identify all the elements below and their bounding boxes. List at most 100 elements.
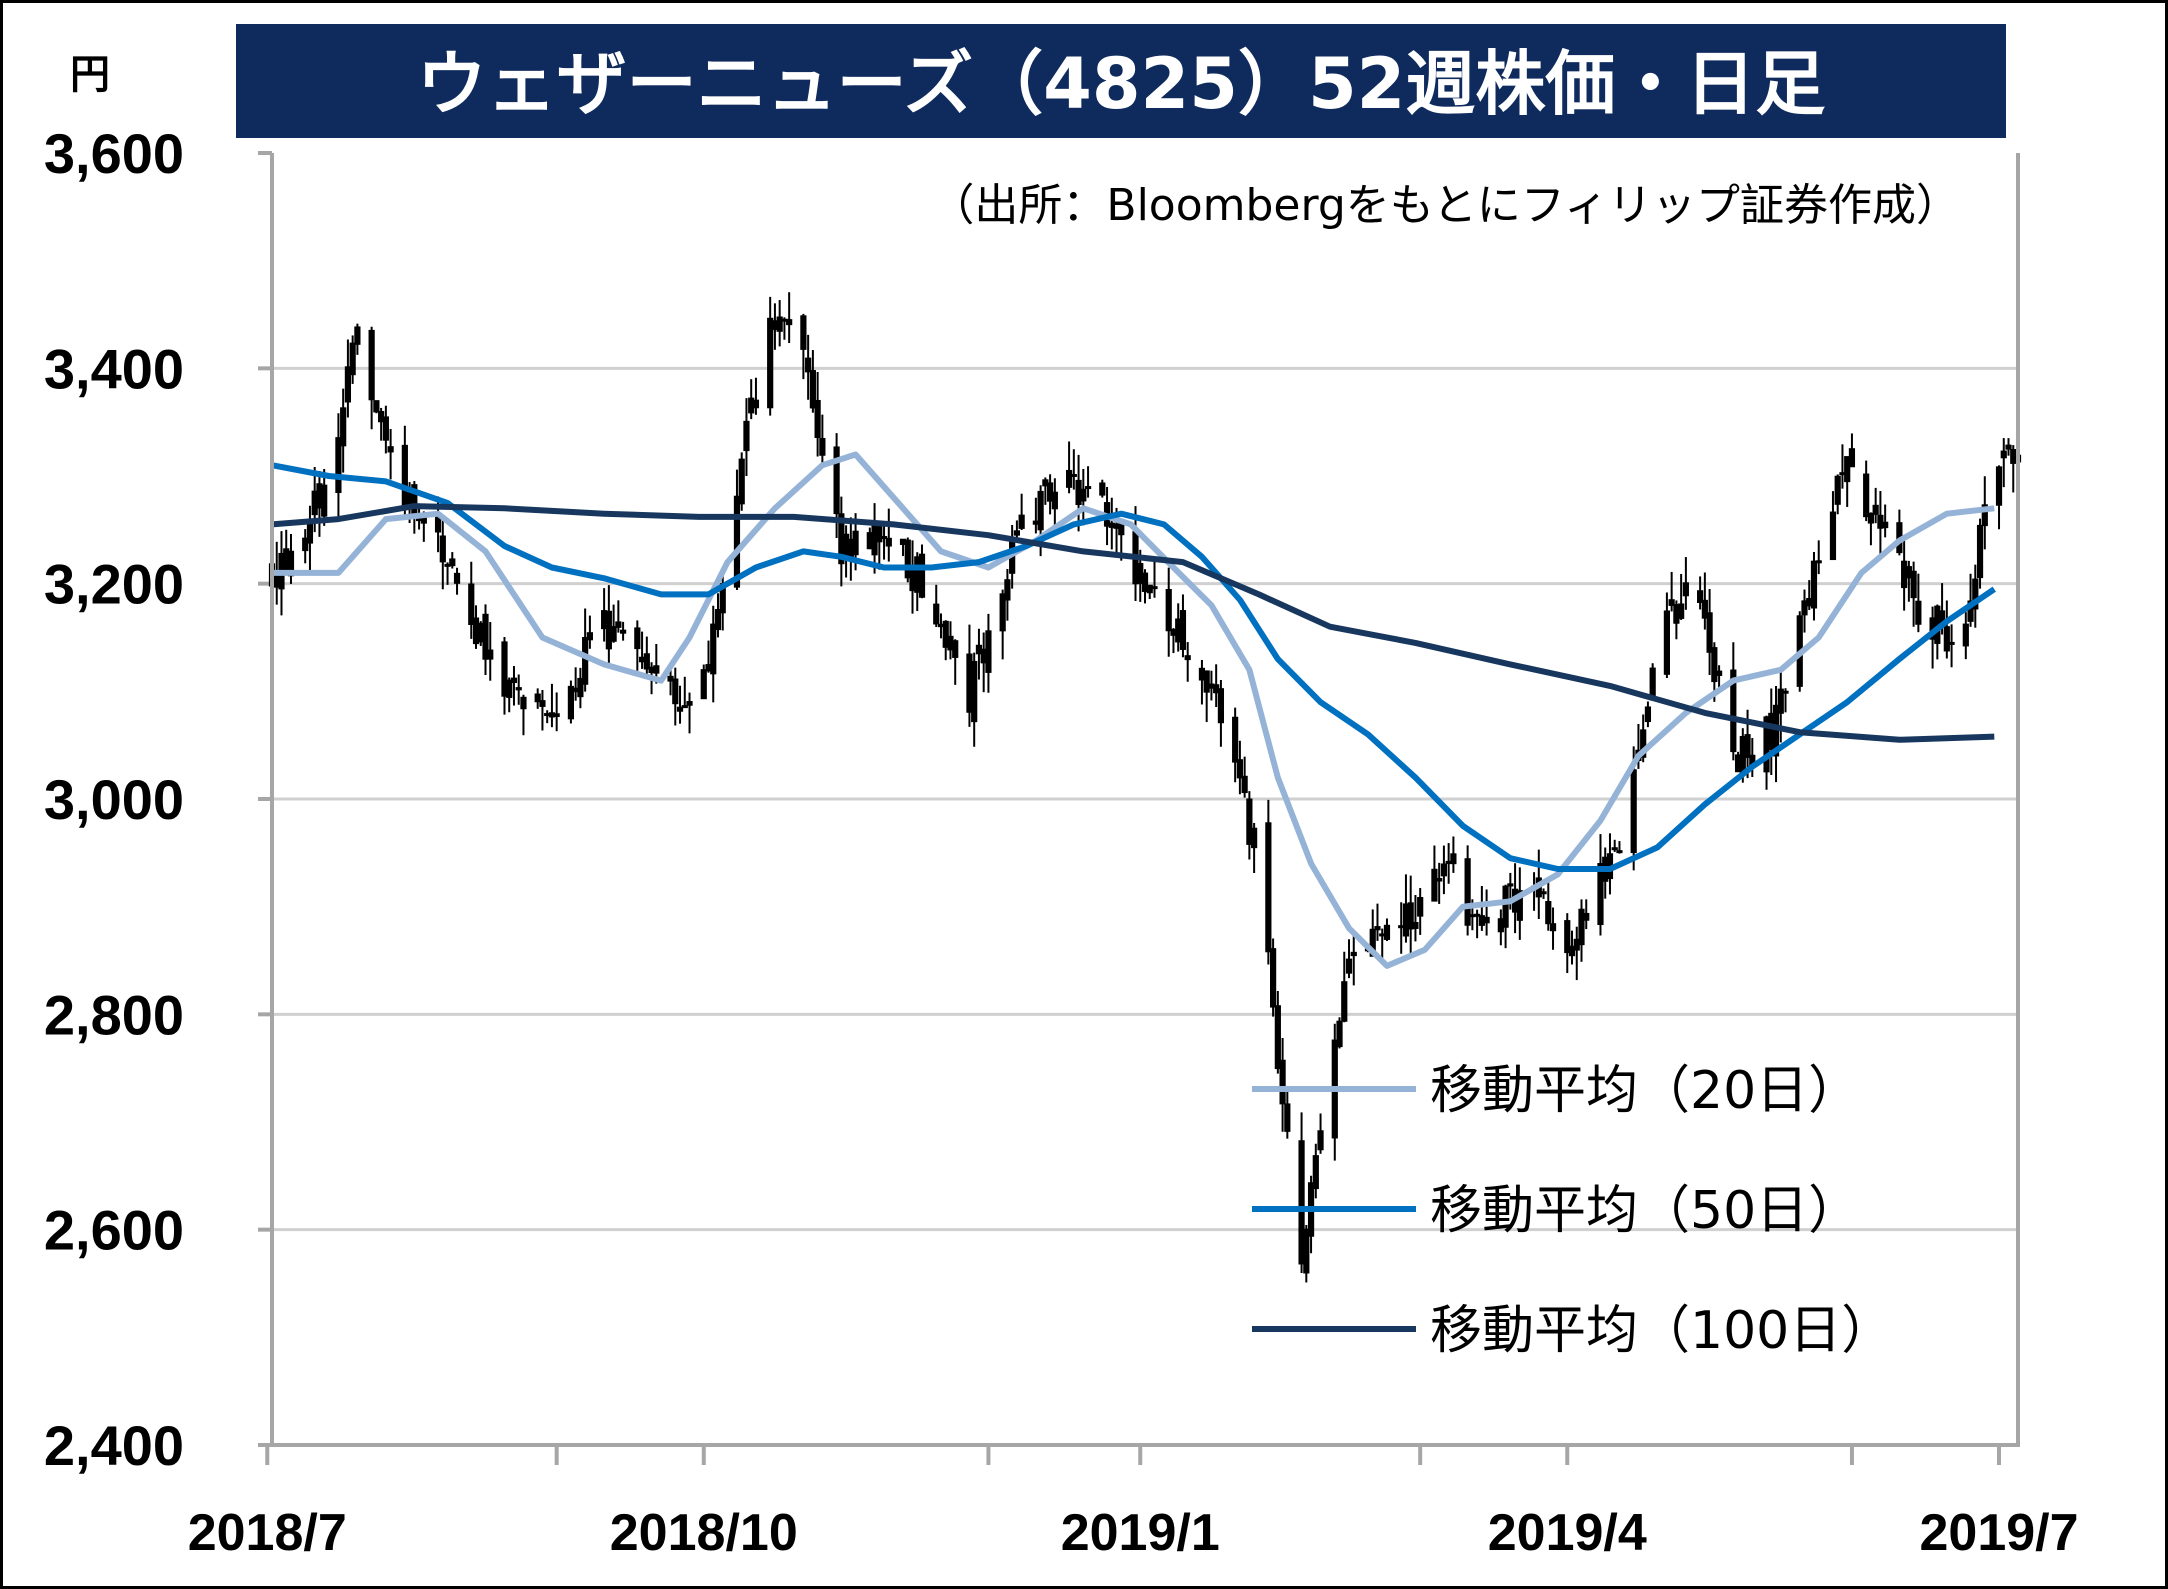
y-tick-label: 3,200: [44, 553, 184, 616]
candle-body: [933, 603, 940, 625]
candle-body: [1270, 948, 1277, 1008]
candle-body: [1502, 885, 1509, 928]
candle-body: [1284, 1103, 1291, 1132]
candle-body: [805, 357, 812, 373]
candle-body: [1545, 900, 1552, 925]
candle-body: [1564, 920, 1571, 954]
candle-body: [1834, 475, 1841, 505]
candle-body: [1810, 560, 1818, 609]
ma-line-50: [271, 462, 1996, 872]
candle-body: [1867, 512, 1875, 524]
candle-body: [1037, 490, 1044, 531]
candle-body: [738, 458, 745, 505]
candle-body: [1141, 572, 1149, 592]
candle-body: [1611, 847, 1618, 851]
candle-body: [1777, 688, 1784, 714]
candle-body: [1251, 827, 1258, 849]
y-tick-label: 2,400: [44, 1414, 184, 1477]
candle-body: [814, 399, 821, 438]
candle-body: [743, 420, 750, 452]
candle-body: [1070, 474, 1077, 478]
candle-body: [1065, 469, 1073, 488]
candle-body: [1640, 729, 1647, 758]
candle-body: [1369, 928, 1376, 957]
candle-body: [1801, 600, 1808, 616]
candle-body: [577, 677, 584, 698]
candle-body: [885, 537, 892, 547]
candle-body: [368, 329, 375, 401]
candle-body: [1697, 590, 1704, 603]
candle-body: [1246, 798, 1253, 845]
candle-body: [1915, 600, 1922, 625]
candle-body: [1507, 883, 1514, 887]
candle-body: [880, 536, 888, 540]
candle-body: [1018, 514, 1025, 529]
candle-body: [710, 623, 717, 675]
candle-body: [876, 524, 883, 543]
candle-body: [833, 446, 840, 515]
axes: [270, 153, 2020, 1447]
candle-body: [1995, 466, 2003, 506]
candle-body: [349, 342, 356, 376]
ma-line-100: [271, 503, 1995, 743]
candle-body: [686, 701, 693, 706]
candle-body: [567, 685, 575, 720]
candle-body: [510, 677, 518, 684]
y-unit-label: 円: [70, 52, 110, 98]
candle-body: [1265, 822, 1272, 953]
candle-body: [1597, 863, 1604, 926]
candle-body: [1274, 1005, 1281, 1070]
candle-body: [1568, 945, 1576, 957]
candle-body: [482, 613, 489, 660]
candle-body: [653, 665, 660, 674]
candle-body: [1203, 670, 1210, 693]
candle-body: [1464, 858, 1471, 926]
candle-body: [733, 495, 741, 588]
candle-body: [643, 653, 650, 670]
candle-body: [1440, 863, 1448, 877]
candle-body: [539, 700, 546, 707]
candle-body: [2005, 444, 2012, 450]
legend: 移動平均（20日） 移動平均（50日） 移動平均（100日）: [1252, 1061, 1893, 1361]
candle-body: [1872, 504, 1879, 515]
candle-body: [302, 537, 309, 552]
candle-body: [615, 621, 622, 628]
candle-body: [1004, 579, 1011, 601]
candle-body: [1630, 769, 1637, 854]
candle-body: [1730, 669, 1737, 753]
candle-body: [534, 693, 541, 703]
candle-body: [1715, 670, 1723, 676]
candle-body: [985, 630, 992, 673]
candle-body: [1431, 868, 1438, 902]
candle-body: [942, 620, 949, 648]
candle-body: [800, 315, 807, 350]
candle-body: [1099, 482, 1106, 496]
candle-body: [340, 407, 347, 447]
ma-line-20: [272, 451, 1995, 969]
candle-body: [1317, 1130, 1324, 1151]
y-tick-label: 2,600: [44, 1199, 184, 1262]
candle-body: [1341, 981, 1348, 1022]
candle-body: [1013, 530, 1020, 536]
candle-body: [1882, 521, 1889, 529]
candle-body: [553, 713, 560, 718]
candle-body: [1829, 511, 1837, 561]
candle-body: [1815, 560, 1822, 564]
candle-body: [2000, 450, 2007, 459]
candle-body: [335, 437, 342, 494]
y-tick-label: 2,800: [44, 983, 184, 1046]
candle-body: [1549, 923, 1557, 932]
candle-body: [1967, 600, 1974, 622]
candle-body: [1217, 688, 1225, 724]
candle-body: [1782, 690, 1789, 694]
candle-body: [1165, 589, 1172, 632]
y-tick-label: 3,600: [44, 122, 184, 185]
candlesticks: [268, 292, 2022, 1283]
y-axis-ticks: 2,400 2,600 2,800 3,000 3,200 3,400 3,600: [44, 122, 272, 1477]
candle-body: [1298, 1140, 1305, 1265]
candle-body: [1051, 491, 1058, 510]
grid-lines: [272, 366, 2018, 1232]
candle-body: [439, 535, 446, 563]
